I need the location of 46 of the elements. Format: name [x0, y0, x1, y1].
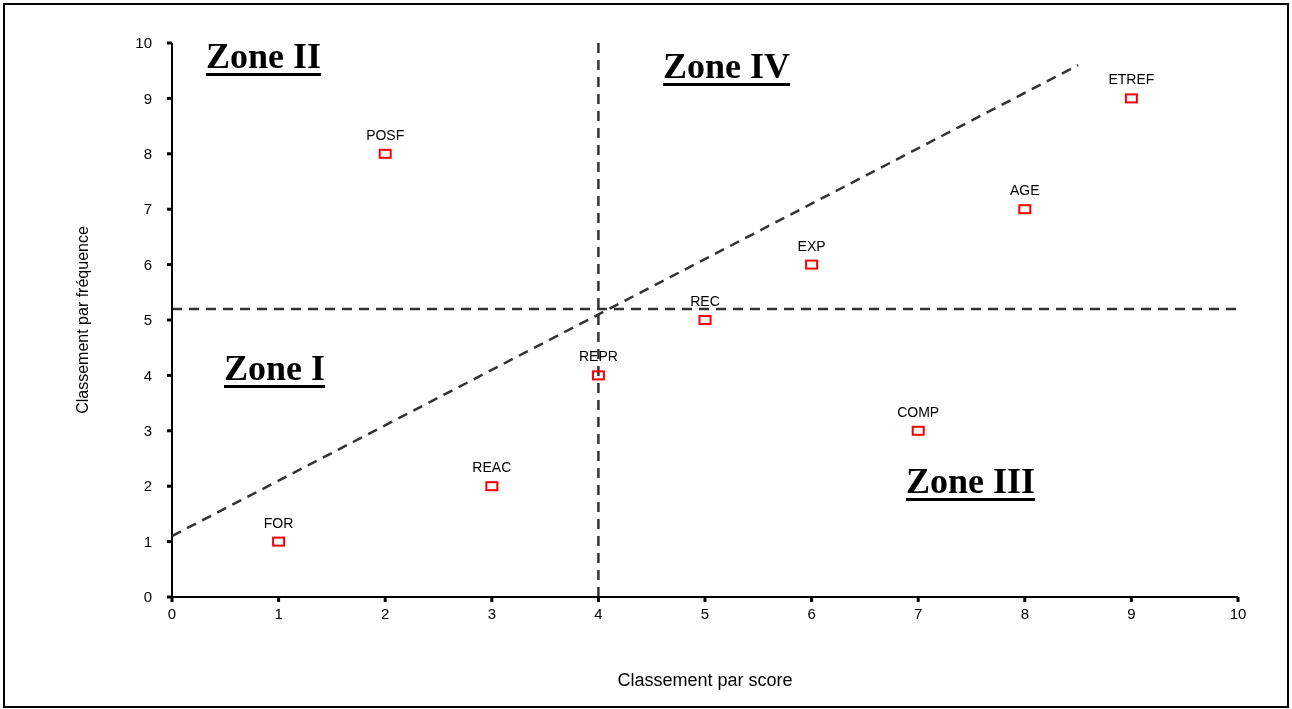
y-tick-label: 9 — [143, 89, 152, 107]
series-label: FOR — [263, 514, 294, 531]
series-label: REPR — [578, 348, 618, 365]
y-tick-label: 2 — [143, 477, 152, 495]
point — [698, 315, 712, 325]
x-tick-label: 7 — [914, 605, 923, 622]
series-label: REC — [690, 293, 720, 309]
x-tick-label: 9 — [1127, 605, 1136, 622]
y-tick-label: 0 — [143, 588, 152, 606]
series-label: ETREF — [1108, 71, 1155, 88]
y-tick-label: 8 — [143, 145, 152, 163]
x-tick-label: 3 — [487, 605, 496, 622]
x-tick-label: 5 — [700, 605, 710, 622]
y-tick-label: 1 — [143, 532, 152, 550]
x-tick-label: 1 — [274, 605, 283, 622]
series-label: REAC — [472, 459, 512, 476]
point — [1018, 204, 1032, 215]
annotation: Zone III — [906, 461, 1036, 501]
y-tick-label: 6 — [143, 255, 152, 273]
point — [378, 148, 392, 159]
annotation: Zone I — [224, 348, 326, 388]
series-label: AGE — [1010, 182, 1040, 199]
y-tick-label: 5 — [143, 311, 152, 329]
y-tick-label: 7 — [143, 200, 152, 218]
point — [911, 425, 925, 436]
point — [591, 370, 605, 381]
x-tick-label: 2 — [381, 605, 390, 622]
y-tick-label: 3 — [143, 422, 152, 440]
x-tick-label: 8 — [1020, 605, 1029, 622]
x-tick-label: 6 — [807, 605, 816, 622]
x-axis-title: Classement par score — [617, 670, 793, 690]
series-label: EXP — [797, 237, 826, 254]
annotation: Zone IV — [663, 46, 791, 86]
y-tick-label: 10 — [135, 34, 152, 52]
x-tick-label: 4 — [594, 605, 603, 622]
y-tick-label: 4 — [143, 366, 152, 384]
point — [485, 481, 499, 492]
series-label: COMP — [897, 403, 940, 420]
series-label: POSF — [366, 126, 405, 143]
x-tick-label: 10 — [1229, 605, 1247, 622]
point — [805, 259, 819, 270]
point — [1124, 93, 1138, 104]
y-axis-title: Classement par fréquence — [74, 226, 91, 414]
annotation: Zone II — [206, 36, 322, 76]
point — [272, 536, 286, 547]
x-tick-label: 0 — [167, 605, 177, 622]
